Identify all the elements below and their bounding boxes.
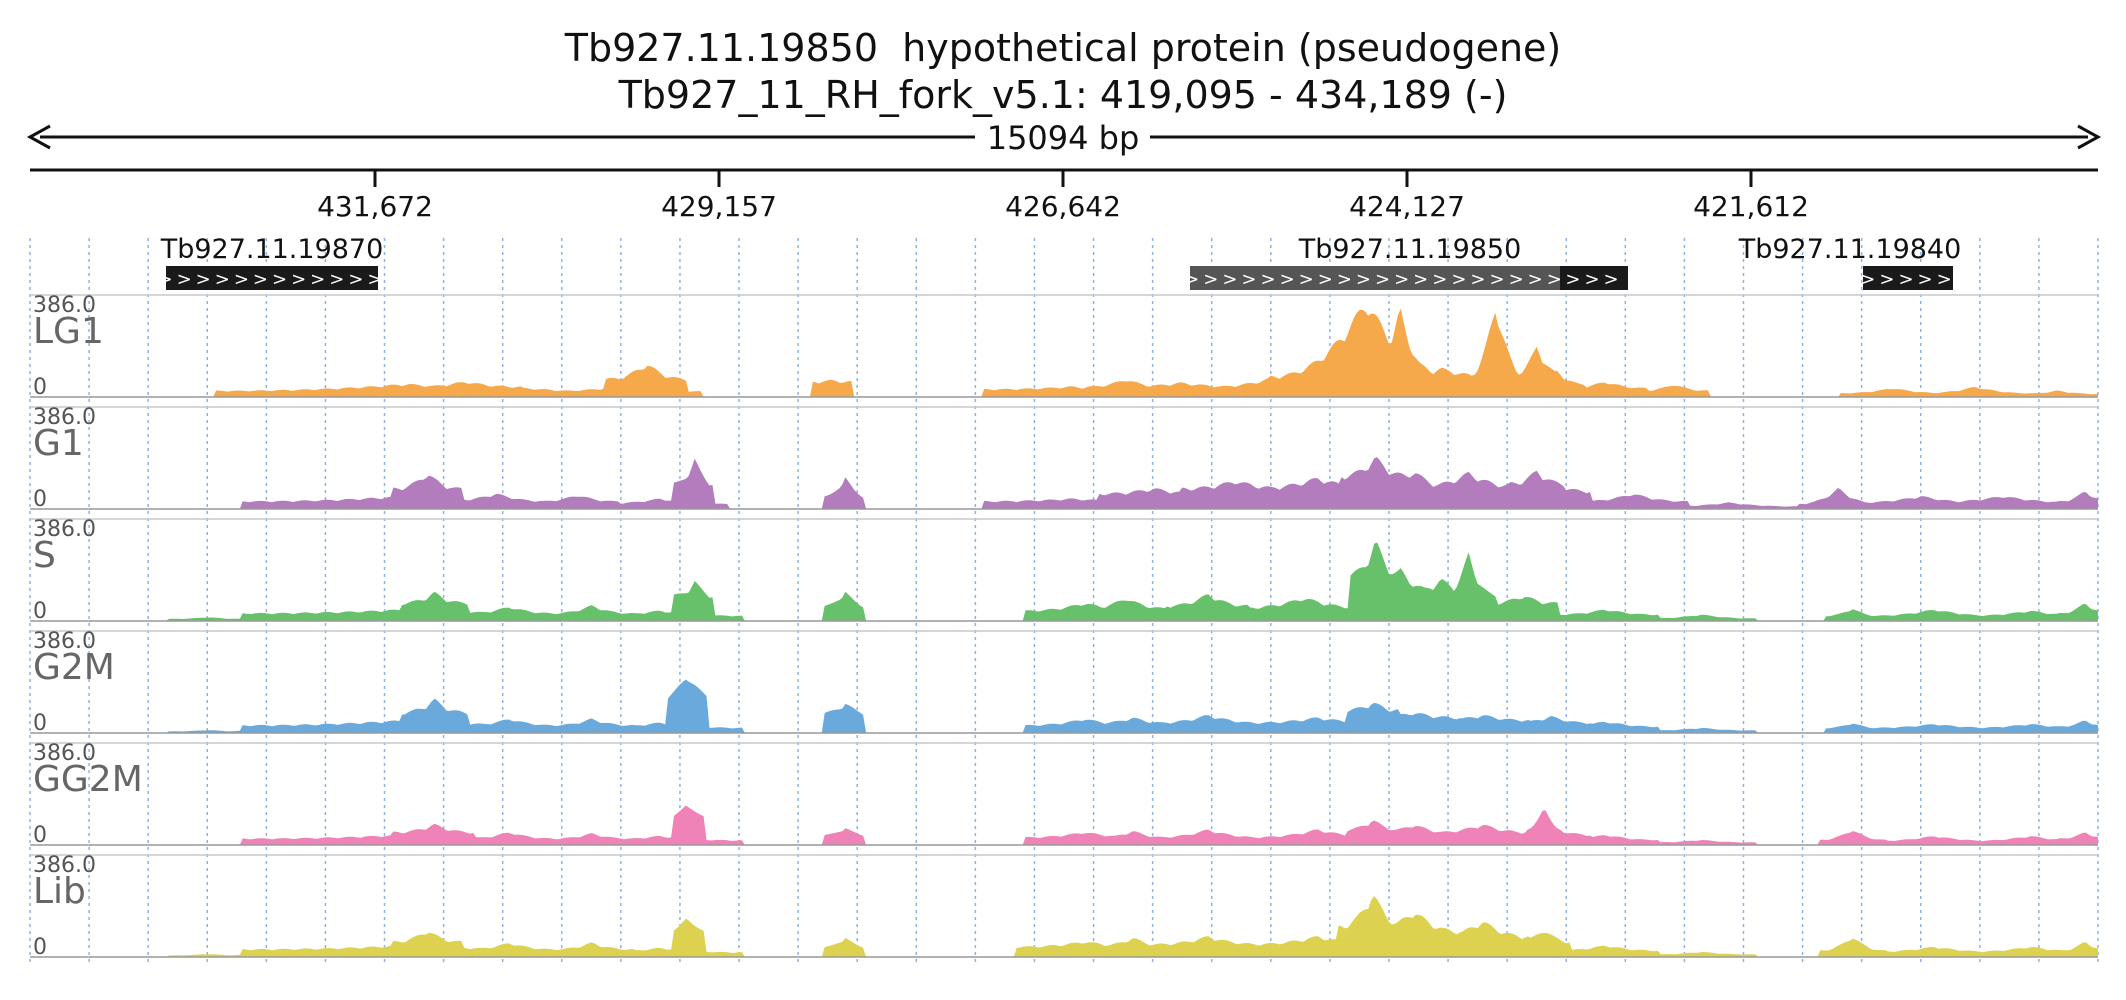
y-max-label: 386.0: [33, 629, 96, 654]
tick-label: 424,127: [1349, 190, 1465, 223]
span-length-label: 15094 bp: [987, 119, 1140, 157]
track-name: Lib: [33, 871, 86, 912]
gene-box: [1863, 266, 1953, 290]
chart-title-coordinates: Tb927_11_RH_fork_v5.1: 419,095 - 434,189…: [618, 73, 1508, 117]
strand-arrows: >>>>>>>>>>>>>>>>>>>>>>: [1165, 269, 1585, 290]
track-name: G1: [33, 423, 84, 464]
gene-label: Tb927.11.19870: [160, 234, 384, 265]
coverage-area: [30, 896, 2098, 957]
y-max-label: 386.0: [33, 853, 96, 878]
coverage-area: [30, 308, 2098, 397]
tick-label: 426,642: [1005, 190, 1121, 223]
gene-label: Tb927.11.19850: [1298, 234, 1522, 265]
y-min-label: 0: [33, 487, 47, 512]
gridlines: [29, 238, 2099, 965]
gene-box: [1190, 266, 1560, 290]
y-min-label: 0: [33, 599, 47, 624]
strand-arrows: >>>>>>>>>>>>: [158, 269, 387, 290]
coverage-area: [30, 805, 2098, 845]
y-min-label: 0: [33, 711, 47, 736]
axis-ticks: 431,672 429,157 426,642 424,127 421,612: [317, 170, 1809, 223]
y-max-label: 386.0: [33, 405, 96, 430]
y-min-label: 0: [33, 375, 47, 400]
track-name: LG1: [33, 311, 104, 352]
track-s: 386.0S 0: [30, 517, 2098, 624]
tick-label: 421,612: [1693, 190, 1809, 223]
coverage-area: [30, 679, 2098, 733]
span-arrow-left-icon: [26, 124, 51, 150]
span-arrow-right-icon: [2077, 124, 2102, 150]
y-min-label: 0: [33, 823, 47, 848]
y-max-label: 386.0: [33, 293, 96, 318]
gene-annotations: Tb927.11.19870 >>>>>>>>>>>> Tb927.11.19850…: [158, 234, 1962, 290]
gene-feature[interactable]: Tb927.11.19870 >>>>>>>>>>>>: [158, 234, 387, 290]
track-g1: 386.0G1 0: [30, 405, 2098, 512]
y-max-label: 386.0: [33, 741, 96, 766]
chart-title-gene: Tb927.11.19850 hypothetical protein (pse…: [564, 26, 1562, 70]
coverage-area: [30, 542, 2098, 621]
strand-arrows: >>>: [1565, 269, 1622, 290]
track-name: GG2M: [33, 759, 143, 800]
track-name: S: [33, 535, 56, 576]
gene-feature[interactable]: Tb927.11.19840 >>>>>: [1738, 234, 1962, 290]
gene-feature[interactable]: Tb927.11.19850 >>>>>>>>>>>>>>>>>>>>>>>>>: [1165, 234, 1628, 290]
tick-label: 429,157: [661, 190, 777, 223]
track-name: G2M: [33, 647, 115, 688]
y-min-label: 0: [33, 935, 47, 960]
y-max-label: 386.0: [33, 517, 96, 542]
gene-label: Tb927.11.19840: [1738, 234, 1962, 265]
gene-box: [166, 266, 378, 290]
coverage-area: [30, 457, 2098, 509]
gene-box: [1560, 266, 1628, 290]
bp-ruler: 15094 bp 431,672 429,157 426,642 424,127 421…: [26, 119, 2102, 223]
strand-arrows: >>>>>: [1860, 269, 1955, 290]
tick-label: 431,672: [317, 190, 433, 223]
coverage-tracks: 386.0LG10386.0G10386.0S0386.0G2M0386.0GG…: [30, 293, 2098, 960]
